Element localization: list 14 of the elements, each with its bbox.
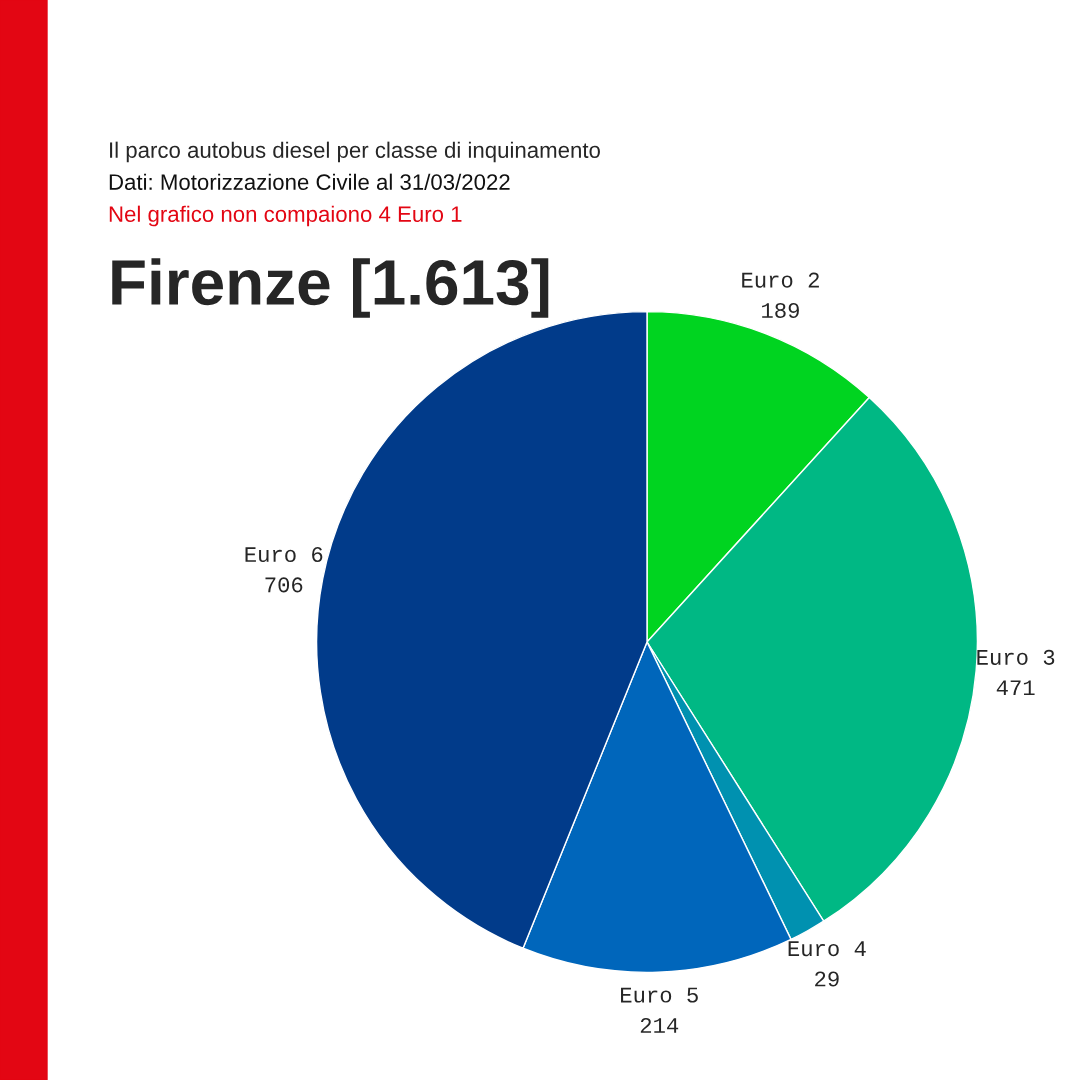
data-label: 189 [762, 302, 799, 319]
slice-label: Euro 6 [245, 546, 323, 563]
slice-label: Euro 4 [788, 941, 866, 957]
data-label: 29 [815, 971, 839, 987]
chart-subtitle: Il parco autobus diesel per classe di inquinamento [110, 141, 600, 163]
data-label: 214 [640, 1017, 679, 1033]
text: Nel grafico non compaiono 4 Euro 1 [109, 205, 462, 227]
data-label: 706 [265, 577, 303, 593]
data-label: 471 [996, 680, 1035, 696]
slice-label: Euro 3 [977, 649, 1055, 665]
slice-label: Euro 5 [621, 987, 698, 1003]
chart-title: Firenze [1.613] [112, 258, 549, 318]
slice-label: Euro 2 [742, 272, 819, 288]
text: Dati: Motorizzazione Civile al 31/03/2022 [109, 173, 510, 190]
